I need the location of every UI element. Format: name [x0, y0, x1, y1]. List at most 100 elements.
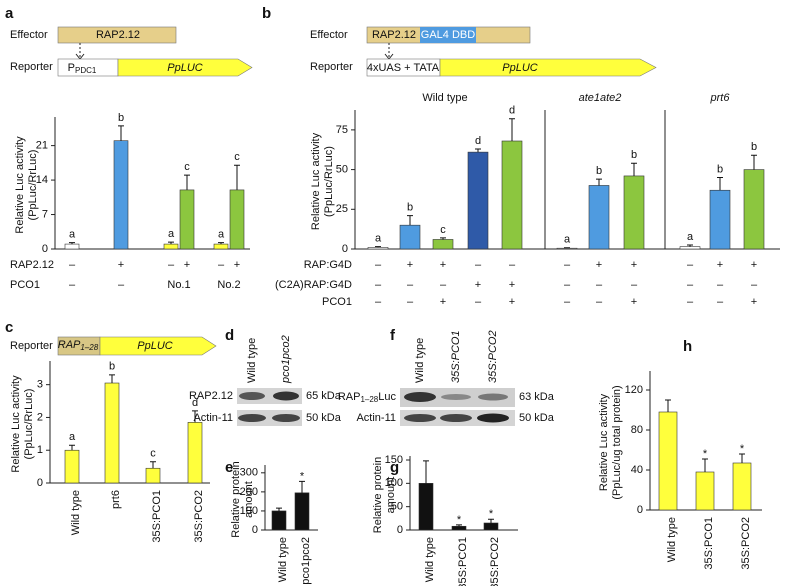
condition-label: –: [687, 296, 694, 308]
construct-label: Reporter: [310, 61, 353, 73]
significance-letter: b: [751, 141, 757, 153]
panel-letter: b: [262, 5, 271, 22]
condition-label: +: [234, 259, 240, 271]
domain-box: [420, 27, 476, 43]
blot-band: [440, 414, 472, 422]
y-tick-label: 25: [336, 203, 348, 215]
condition-label: +: [440, 296, 446, 308]
significance-letter: a: [69, 431, 76, 443]
bar: [467, 151, 489, 250]
domain-text: GAL4 DBD: [421, 29, 475, 41]
error-bar: [456, 524, 462, 527]
condition-label: –: [631, 279, 638, 291]
bar: [213, 243, 229, 250]
blot-band: [238, 414, 266, 422]
error-bar: [184, 174, 190, 190]
bar: [163, 243, 179, 250]
bar: [501, 140, 523, 250]
condition-label: +: [751, 296, 757, 308]
protein-tail: Luc: [378, 391, 396, 403]
bar: [623, 175, 645, 250]
condition-label: –: [375, 296, 382, 308]
error-bar: [234, 164, 240, 190]
bar: [229, 189, 245, 250]
error-bar: [751, 154, 757, 170]
construct-label: Reporter: [10, 340, 53, 352]
x-tick-label: 35S:PCO1: [457, 537, 469, 586]
reporter-arrow: [99, 336, 217, 356]
bar: [64, 243, 80, 250]
condition-label: +: [631, 259, 637, 271]
bar: [271, 510, 287, 531]
significance-letter: b: [717, 163, 723, 175]
condition-label: –: [475, 259, 482, 271]
condition-label: –: [69, 279, 76, 291]
condition-label: +: [631, 296, 637, 308]
error-bar: [488, 518, 494, 523]
error-bar: [739, 453, 745, 463]
y-tick-label: 21: [36, 140, 48, 152]
y-tick-label: 100: [240, 505, 258, 517]
condition-label: –: [717, 279, 724, 291]
y-tick-label: 80: [631, 424, 643, 436]
bar: [104, 382, 120, 484]
significance-letter: c: [234, 151, 240, 163]
blot-size: 50 kDa: [306, 412, 342, 424]
error-bar: [276, 507, 282, 511]
y-axis-label: amount: [243, 481, 255, 518]
significance-letter: b: [631, 149, 637, 161]
x-tick-label: Wild type: [70, 490, 82, 535]
y-tick-label: 0: [342, 243, 348, 255]
y-tick-label: 3: [37, 379, 43, 391]
y-axis-label: Relative protein: [372, 457, 384, 533]
y-tick-label: 0: [397, 524, 403, 536]
construct-label: Effector: [310, 29, 348, 41]
condition-label: –: [375, 259, 382, 271]
significance-letter: d: [192, 397, 198, 409]
significance-letter: a: [168, 228, 175, 240]
reporter-gene: PpLUC: [137, 340, 173, 352]
y-axis-label: Relative Luc activity: [598, 393, 610, 491]
error-bar: [375, 246, 381, 248]
condition-label: +: [184, 259, 190, 271]
significance-star: *: [740, 443, 745, 455]
significance-letter: b: [407, 202, 413, 214]
bar: [294, 492, 310, 531]
x-tick-label: 35S:PCO1: [151, 490, 163, 543]
panel-letter: c: [5, 319, 13, 336]
condition-label: –: [509, 259, 516, 271]
condition-label: –: [375, 279, 382, 291]
condition-label: –: [596, 296, 603, 308]
significance-letter: a: [218, 229, 225, 241]
y-axis-label: (PpLuc/ug total protein): [611, 385, 623, 499]
blot-column: 35S:PCO2: [487, 330, 499, 383]
y-tick-label: 100: [385, 477, 403, 489]
reporter-arrow: [117, 58, 253, 77]
significance-star: *: [489, 508, 494, 520]
blot-band: [478, 393, 508, 401]
fusion-sub: 1–28: [80, 343, 98, 352]
error-bar: [407, 215, 413, 226]
x-tick-label: 35S:PCO1: [703, 517, 715, 570]
x-tick-label: 35S:PCO2: [740, 517, 752, 570]
bar: [399, 224, 421, 250]
x-tick-label: 35S:PCO2: [193, 490, 205, 543]
blot-protein: Actin-11: [193, 412, 233, 424]
blot-column: pco1pco2: [280, 335, 292, 384]
panel-letter: g: [390, 459, 399, 476]
blot-band: [404, 392, 436, 402]
promoter-main: P: [68, 62, 75, 74]
significance-letter: c: [184, 161, 190, 173]
blot-size: 50 kDa: [519, 412, 555, 424]
error-bar: [150, 461, 156, 469]
condition-name: PCO1: [322, 296, 352, 308]
bar: [709, 189, 731, 250]
error-bar: [687, 244, 693, 247]
blot-band: [239, 392, 265, 400]
bar: [695, 471, 715, 511]
blot-protein: RAP1–28Luc: [338, 391, 397, 404]
significance-star: *: [457, 514, 462, 526]
blot-strip: [237, 410, 302, 426]
promoter-text: 4xUAS + TATA: [367, 62, 440, 74]
bar: [179, 189, 195, 250]
